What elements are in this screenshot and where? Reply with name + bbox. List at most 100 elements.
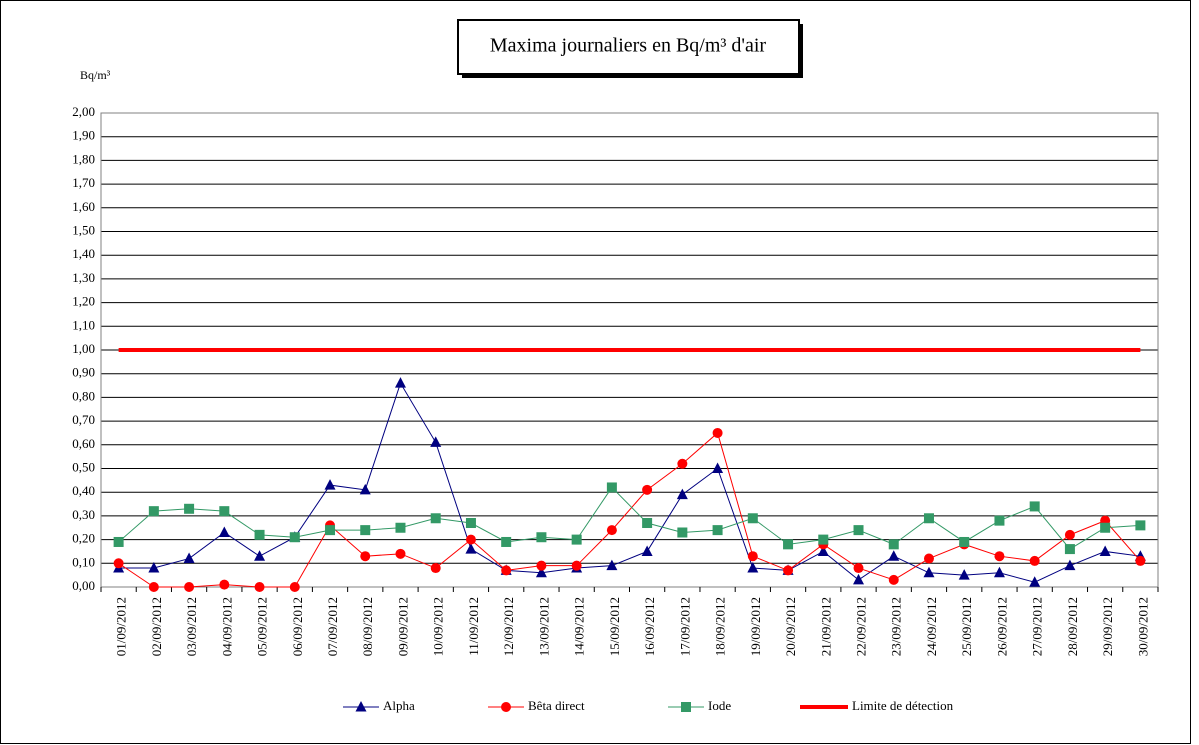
legend-marker xyxy=(681,702,691,712)
marker xyxy=(360,525,371,536)
x-tick-label: 27/09/2012 xyxy=(1030,597,1045,656)
x-tick-label: 20/09/2012 xyxy=(783,597,798,656)
x-tick-label: 18/09/2012 xyxy=(713,597,728,656)
marker xyxy=(817,545,829,556)
x-tick-label: 22/09/2012 xyxy=(854,597,869,656)
marker xyxy=(959,536,970,547)
marker xyxy=(888,574,899,585)
marker xyxy=(360,551,371,562)
x-tick-label: 03/09/2012 xyxy=(184,597,199,656)
marker xyxy=(1064,544,1075,555)
marker xyxy=(430,513,441,524)
x-tick-label: 29/09/2012 xyxy=(1100,597,1115,656)
marker xyxy=(501,536,512,547)
marker xyxy=(923,513,934,524)
marker xyxy=(923,566,935,578)
marker xyxy=(958,569,970,580)
x-tick-label: 16/09/2012 xyxy=(642,597,657,656)
x-tick-label: 14/09/2012 xyxy=(572,597,587,656)
marker xyxy=(183,552,195,564)
marker xyxy=(1064,529,1075,540)
marker xyxy=(148,562,160,573)
marker xyxy=(606,482,617,493)
y-tick-label: 0,30 xyxy=(72,507,95,522)
marker xyxy=(113,558,124,569)
series-line xyxy=(118,381,1141,583)
y-tick-label: 0,50 xyxy=(72,459,95,474)
marker xyxy=(465,534,476,545)
marker xyxy=(1100,522,1111,533)
marker xyxy=(853,563,864,574)
y-tick-label: 0,60 xyxy=(72,436,95,451)
y-tick-label: 1,10 xyxy=(72,317,95,332)
x-tick-label: 15/09/2012 xyxy=(607,597,622,656)
marker xyxy=(677,527,688,538)
marker xyxy=(1135,555,1146,566)
marker xyxy=(853,573,865,585)
marker xyxy=(747,513,758,524)
y-tick-label: 1,70 xyxy=(72,175,95,190)
marker xyxy=(641,545,653,556)
marker xyxy=(536,532,547,543)
marker xyxy=(501,565,512,576)
y-tick-label: 2,00 xyxy=(72,104,95,119)
marker xyxy=(783,539,794,550)
marker xyxy=(1064,559,1076,571)
y-tick-label: 0,80 xyxy=(72,388,95,403)
marker xyxy=(289,532,300,543)
marker xyxy=(676,488,688,500)
marker xyxy=(923,553,934,564)
x-tick-label: 01/09/2012 xyxy=(114,597,129,656)
marker xyxy=(642,484,653,495)
marker xyxy=(571,534,582,545)
marker xyxy=(677,458,688,469)
series-line xyxy=(118,486,1141,550)
marker xyxy=(994,551,1005,562)
y-tick-label: 1,60 xyxy=(72,199,95,214)
marker xyxy=(1029,501,1040,512)
y-tick-label: 1,90 xyxy=(72,128,95,143)
x-tick-label: 13/09/2012 xyxy=(536,597,551,656)
marker xyxy=(219,506,230,517)
marker xyxy=(747,562,759,573)
marker xyxy=(254,529,265,540)
x-tick-label: 04/09/2012 xyxy=(219,597,234,656)
marker xyxy=(325,525,336,536)
x-tick-label: 05/09/2012 xyxy=(255,597,270,656)
y-tick-label: 1,20 xyxy=(72,294,95,309)
legend-marker xyxy=(355,701,367,712)
x-tick-label: 30/09/2012 xyxy=(1135,597,1150,656)
marker xyxy=(818,534,829,545)
marker xyxy=(712,462,724,473)
x-tick-label: 07/09/2012 xyxy=(325,597,340,656)
y-tick-label: 1,00 xyxy=(72,341,95,356)
y-tick-label: 0,00 xyxy=(72,578,95,593)
marker xyxy=(783,565,794,576)
marker xyxy=(571,560,582,571)
marker xyxy=(184,582,195,592)
y-tick-label: 1,40 xyxy=(72,246,95,261)
y-axis-label: Bq/m³ xyxy=(80,68,111,82)
marker xyxy=(1029,555,1040,566)
marker xyxy=(1099,545,1111,556)
x-tick-label: 11/09/2012 xyxy=(466,597,481,656)
x-tick-label: 02/09/2012 xyxy=(149,597,164,656)
y-tick-label: 0,20 xyxy=(72,531,95,546)
marker xyxy=(606,525,617,536)
x-tick-label: 12/09/2012 xyxy=(501,597,516,656)
marker xyxy=(888,539,899,550)
marker xyxy=(853,525,864,536)
marker xyxy=(148,506,159,517)
x-tick-label: 24/09/2012 xyxy=(924,597,939,656)
marker xyxy=(184,503,195,514)
marker xyxy=(148,582,159,592)
marker xyxy=(465,543,477,554)
x-tick-label: 23/09/2012 xyxy=(889,597,904,656)
y-tick-label: 1,50 xyxy=(72,222,95,237)
x-tick-label: 06/09/2012 xyxy=(290,597,305,656)
y-tick-label: 0,10 xyxy=(72,554,95,569)
marker xyxy=(994,515,1005,526)
x-tick-label: 28/09/2012 xyxy=(1065,597,1080,656)
